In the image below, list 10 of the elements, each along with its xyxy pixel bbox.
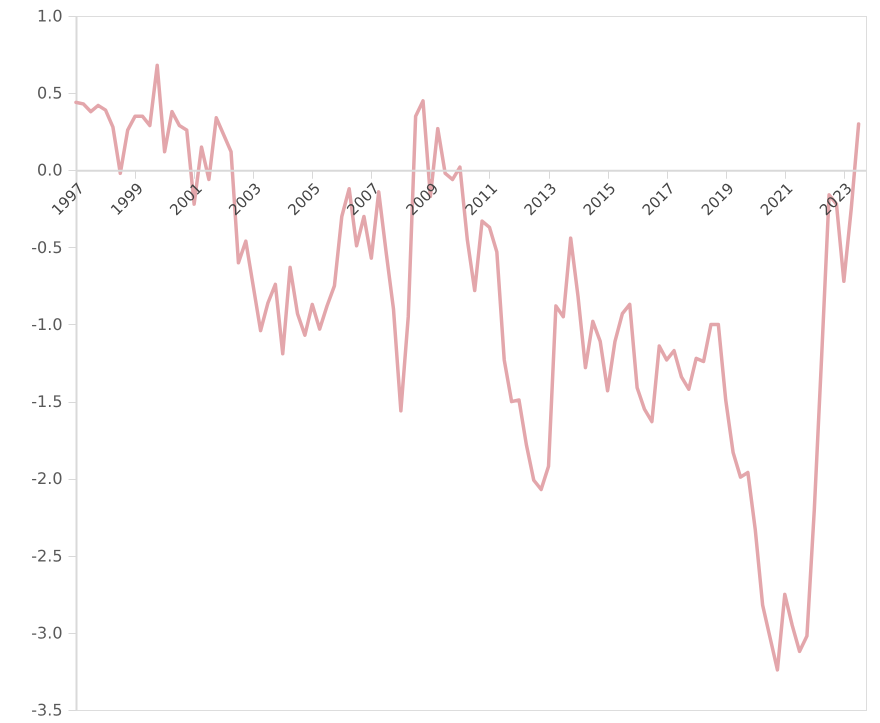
y-tick-label: -3.5 — [31, 700, 62, 720]
y-tick-label: -0.5 — [31, 238, 62, 257]
y-tick-label: 1.0 — [37, 6, 62, 26]
y-tick-label: -2.0 — [31, 469, 62, 488]
y-tick-label: -1.0 — [31, 314, 62, 334]
y-tick-label: 0.5 — [37, 84, 62, 103]
y-tick-label: -3.0 — [31, 623, 62, 642]
y-tick-label: 0.0 — [37, 160, 62, 180]
y-tick-label: -1.5 — [31, 392, 62, 412]
y-tick-label: -2.5 — [31, 546, 62, 566]
